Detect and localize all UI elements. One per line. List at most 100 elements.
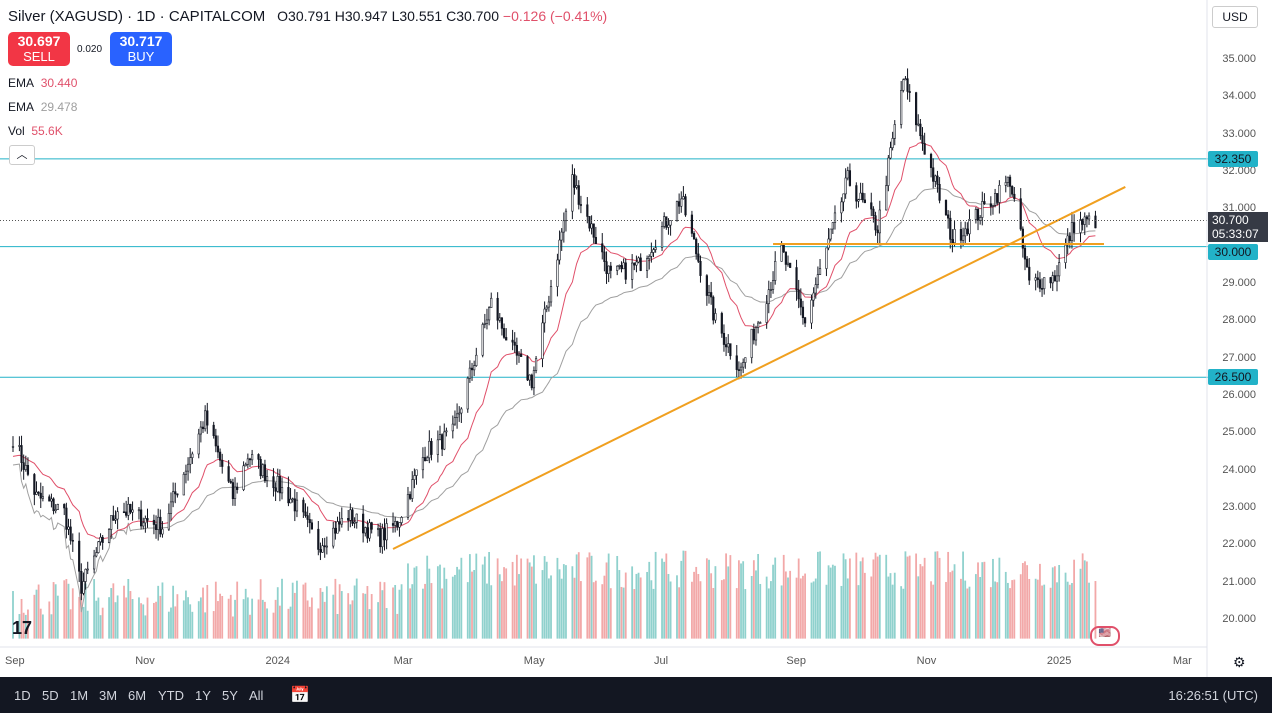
volume-legend[interactable]: Vol 55.6K <box>8 124 63 138</box>
candle-body <box>759 322 762 324</box>
volume-bar <box>650 580 653 639</box>
candle-body <box>125 511 128 516</box>
candle-body <box>532 370 536 389</box>
candle-body <box>110 515 113 530</box>
volume-bar <box>422 588 424 639</box>
range-5d[interactable]: 5D <box>42 688 59 703</box>
candle-body <box>797 289 800 300</box>
date-range-calendar-icon[interactable]: 📅 <box>290 687 310 704</box>
candle-body <box>579 204 583 206</box>
volume-bar <box>825 584 828 639</box>
candle-body <box>603 251 606 262</box>
candle-body <box>902 79 905 91</box>
candle-body <box>423 457 427 461</box>
candle-body <box>406 494 410 518</box>
range-1y[interactable]: 1Y <box>195 688 211 703</box>
volume-bar <box>41 614 44 639</box>
volume-bar <box>486 583 488 639</box>
us-flag-events-icon[interactable]: 🇺🇸 <box>1090 626 1120 646</box>
collapse-legend-button[interactable]: ︿ <box>9 145 35 165</box>
candle-body <box>618 265 621 267</box>
candle-body <box>616 265 619 271</box>
volume-bar <box>439 564 441 639</box>
volume-bar <box>962 551 964 639</box>
volume-bar <box>212 611 215 639</box>
volume-bar <box>727 566 730 639</box>
candle-body <box>818 268 822 275</box>
ema-slow-line <box>12 187 1096 613</box>
volume-bar <box>370 594 373 639</box>
range-3m[interactable]: 3M <box>99 688 118 703</box>
volume-bar <box>699 581 702 639</box>
range-all[interactable]: All <box>249 688 264 703</box>
candle-body <box>498 317 501 321</box>
candle-body <box>95 552 98 557</box>
volume-bar <box>1049 587 1052 639</box>
candle-body <box>248 458 252 461</box>
volume-bar <box>501 581 503 639</box>
currency-select[interactable]: USD <box>1212 6 1258 28</box>
price-chart[interactable] <box>0 0 1272 677</box>
volume-bar <box>236 581 239 639</box>
candle-body <box>737 369 740 371</box>
volume-bar <box>1011 580 1014 639</box>
volume-bar <box>95 600 98 639</box>
volume-bar <box>18 614 21 639</box>
ema-slow-legend[interactable]: EMA 29.478 <box>8 100 77 114</box>
buy-button[interactable]: 30.717 BUY <box>110 32 172 66</box>
candle-body <box>720 313 723 334</box>
volume-bar <box>998 557 1001 639</box>
x-tick-label: Mar <box>1172 655 1192 667</box>
volume-bar <box>915 553 918 639</box>
range-5y[interactable]: 5Y <box>222 688 238 703</box>
volume-bar <box>859 561 862 639</box>
volume-bar <box>69 609 72 639</box>
range-1m[interactable]: 1M <box>70 688 89 703</box>
volume-bar <box>646 571 648 639</box>
volume-bar <box>56 595 59 639</box>
candle-body <box>251 454 254 461</box>
volume-bar <box>468 554 471 639</box>
clock[interactable]: 16:26:51 (UTC) <box>1168 688 1258 703</box>
tradingview-logo[interactable]: 17 <box>12 618 33 638</box>
volume-bar <box>471 571 473 639</box>
candle-body <box>229 480 232 483</box>
volume-bar <box>876 556 879 639</box>
volume-bar <box>992 558 994 639</box>
x-tick-label: 2025 <box>1046 655 1072 667</box>
candle-body <box>161 528 164 535</box>
candle-body <box>534 358 538 371</box>
volume-bar <box>99 615 102 639</box>
volume-bar <box>842 553 845 639</box>
candle-body <box>272 476 275 489</box>
volume-bar <box>27 609 29 639</box>
volume-bar <box>347 593 350 639</box>
candle-body <box>97 541 100 553</box>
volume-bar <box>441 588 444 639</box>
candle-body <box>707 292 711 296</box>
volume-bar <box>37 584 40 639</box>
candle-body <box>690 214 694 234</box>
range-1d[interactable]: 1D <box>14 688 31 703</box>
candle-body <box>451 423 454 432</box>
candle-body <box>767 289 770 304</box>
candle-body <box>607 265 610 274</box>
candle-body <box>122 511 126 514</box>
sell-button[interactable]: 30.697 SELL <box>8 32 70 66</box>
volume-bar <box>1058 564 1061 639</box>
candle-body <box>848 170 852 186</box>
candle-body <box>99 536 102 543</box>
candle-body <box>33 474 36 495</box>
candle-body <box>332 527 335 547</box>
volume-bar <box>161 582 164 639</box>
candle-body <box>934 175 937 182</box>
ema-fast-legend[interactable]: EMA 30.440 <box>8 76 77 90</box>
volume-bar <box>187 597 189 639</box>
volume-bar <box>981 562 984 639</box>
range-6m[interactable]: 6M <box>128 688 147 703</box>
range-ytd[interactable]: YTD <box>158 688 184 703</box>
settings-gear-icon[interactable]: ⚙ <box>1233 654 1246 670</box>
volume-bar <box>968 586 971 639</box>
volume-bar <box>906 556 909 639</box>
volume-bar <box>398 589 401 639</box>
